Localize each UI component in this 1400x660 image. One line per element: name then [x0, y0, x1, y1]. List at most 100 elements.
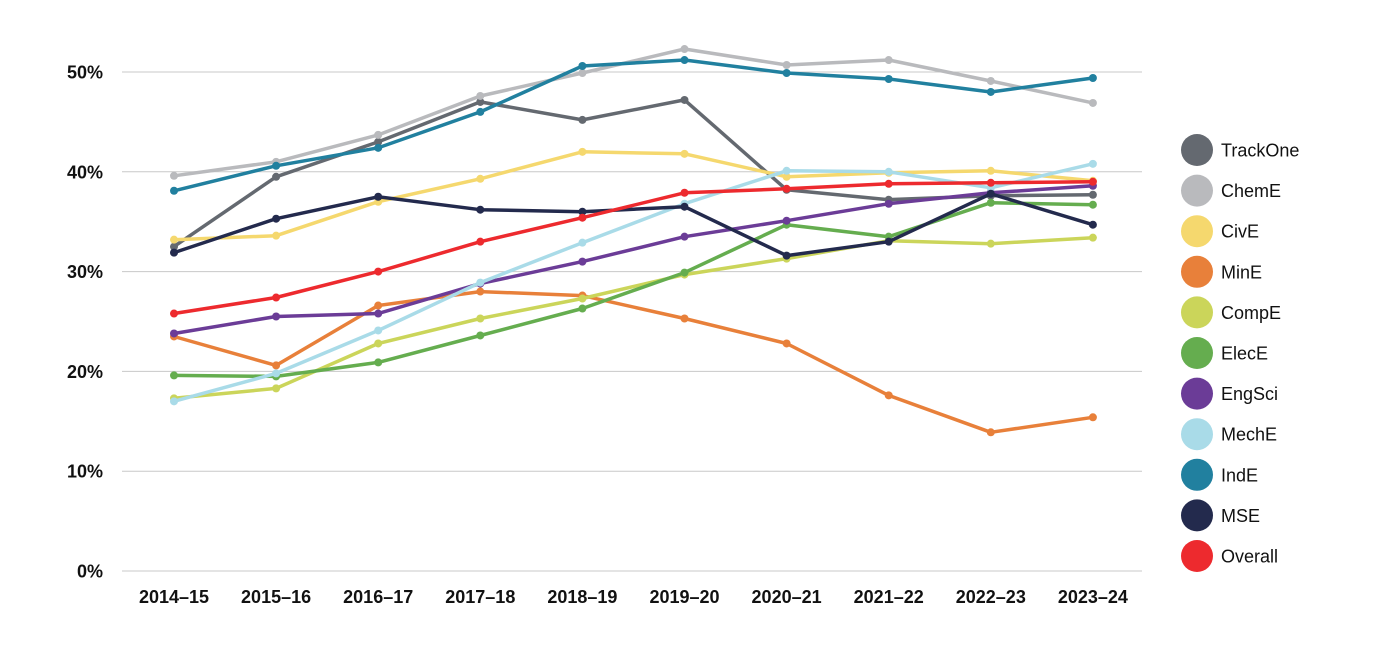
series-meche	[170, 159, 1097, 406]
data-point-meche	[1088, 159, 1097, 168]
legend-swatch	[1181, 337, 1213, 369]
data-point-overall	[170, 309, 178, 318]
legend-swatch	[1181, 377, 1213, 410]
data-point-overall	[374, 267, 383, 276]
series-line-cheme	[172, 47, 1095, 178]
legend-item-elece: ElecE	[1181, 337, 1268, 369]
x-tick-label: 2023–24	[1058, 587, 1128, 607]
legend-label: Overall	[1221, 547, 1278, 567]
data-point-mine	[476, 287, 485, 296]
data-point-elece	[374, 358, 383, 367]
series-elece	[170, 198, 1097, 381]
series-trackone	[170, 95, 1097, 251]
legend-item-mse: MSE	[1181, 499, 1260, 532]
legend-item-meche: MechE	[1181, 418, 1277, 451]
data-point-trackone	[272, 172, 281, 181]
legend-swatch	[1181, 174, 1213, 207]
data-point-cive	[578, 147, 587, 156]
x-tick-label: 2021–22	[854, 587, 924, 607]
legend-item-engsci: EngSci	[1181, 377, 1278, 410]
data-point-engsci	[578, 257, 587, 266]
y-tick-label: 10%	[67, 462, 103, 482]
data-point-overall	[476, 237, 485, 246]
legend-item-inde: IndE	[1181, 458, 1258, 491]
data-point-trackone	[476, 97, 485, 106]
data-point-mse	[1088, 220, 1097, 229]
data-point-elece	[476, 331, 485, 340]
legend-label: ChemE	[1221, 181, 1281, 201]
data-point-mine	[782, 339, 791, 348]
legend-swatch	[1181, 134, 1213, 166]
y-axis-tick-labels: 0% 10% 20% 30% 40% 50%	[67, 63, 103, 582]
data-point-trackone	[170, 242, 178, 251]
data-point-inde	[782, 68, 791, 77]
data-point-mine	[272, 361, 281, 370]
series-mine	[170, 287, 1097, 437]
legend-item-mine: MinE	[1181, 255, 1262, 288]
legend-label: TrackOne	[1221, 141, 1299, 161]
data-point-overall	[782, 184, 791, 193]
series-line-cive	[172, 150, 1095, 242]
data-point-engsci	[782, 216, 791, 225]
data-point-trackone	[578, 115, 587, 124]
data-point-elece	[1088, 200, 1097, 209]
data-point-mse	[782, 251, 791, 260]
data-point-cheme	[884, 56, 893, 65]
data-point-mse	[476, 205, 485, 214]
data-point-inde	[578, 62, 587, 71]
data-point-mine	[884, 391, 893, 400]
series-line-inde	[172, 58, 1095, 193]
data-point-compe	[578, 294, 587, 303]
legend-swatch	[1181, 418, 1213, 451]
data-point-meche	[884, 167, 893, 176]
legend-item-overall: Overall	[1181, 540, 1278, 572]
data-point-cheme	[782, 61, 791, 70]
data-point-mse	[374, 192, 383, 201]
data-point-compe	[272, 384, 281, 393]
data-point-elece	[578, 304, 587, 313]
data-point-mse	[578, 207, 587, 216]
data-point-engsci	[272, 312, 281, 321]
data-point-overall	[578, 213, 587, 222]
data-point-cheme	[476, 91, 485, 100]
data-point-elece	[986, 198, 995, 207]
legend-item-cheme: ChemE	[1181, 174, 1281, 207]
data-point-compe	[374, 339, 383, 348]
data-point-overall	[680, 188, 689, 197]
data-point-engsci	[680, 232, 689, 241]
data-point-cive	[782, 172, 791, 181]
y-tick-label: 0%	[77, 562, 103, 582]
data-point-trackone	[680, 95, 689, 104]
data-point-mse	[170, 248, 178, 257]
data-point-cheme	[986, 76, 995, 85]
data-point-cheme	[170, 171, 178, 180]
series-compe	[170, 233, 1097, 403]
legend-label: MSE	[1221, 506, 1260, 526]
series-line-overall	[172, 180, 1095, 316]
data-point-meche	[782, 166, 791, 175]
legend-label: MechE	[1221, 425, 1277, 445]
x-tick-label: 2017–18	[445, 587, 515, 607]
data-point-engsci	[374, 309, 383, 318]
x-tick-label: 2014–15	[139, 587, 209, 607]
series-line-elece	[172, 200, 1095, 379]
y-tick-label: 30%	[67, 262, 103, 282]
x-tick-label: 2015–16	[241, 587, 311, 607]
data-point-cive	[272, 231, 281, 240]
legend-label: ElecE	[1221, 344, 1268, 364]
data-point-cheme	[680, 45, 689, 54]
data-point-overall	[272, 293, 281, 302]
data-point-inde	[476, 107, 485, 116]
data-point-cive	[476, 174, 485, 183]
data-point-cheme	[1088, 98, 1097, 107]
y-tick-label: 20%	[67, 362, 103, 382]
data-point-overall	[884, 179, 893, 188]
legend-item-compe: CompE	[1181, 296, 1281, 329]
legend-label: CompE	[1221, 303, 1281, 323]
series-overall	[170, 177, 1097, 318]
legend-label: CivE	[1221, 222, 1259, 242]
data-point-engsci	[884, 199, 893, 208]
data-point-inde	[170, 186, 178, 195]
data-point-compe	[1088, 233, 1097, 242]
